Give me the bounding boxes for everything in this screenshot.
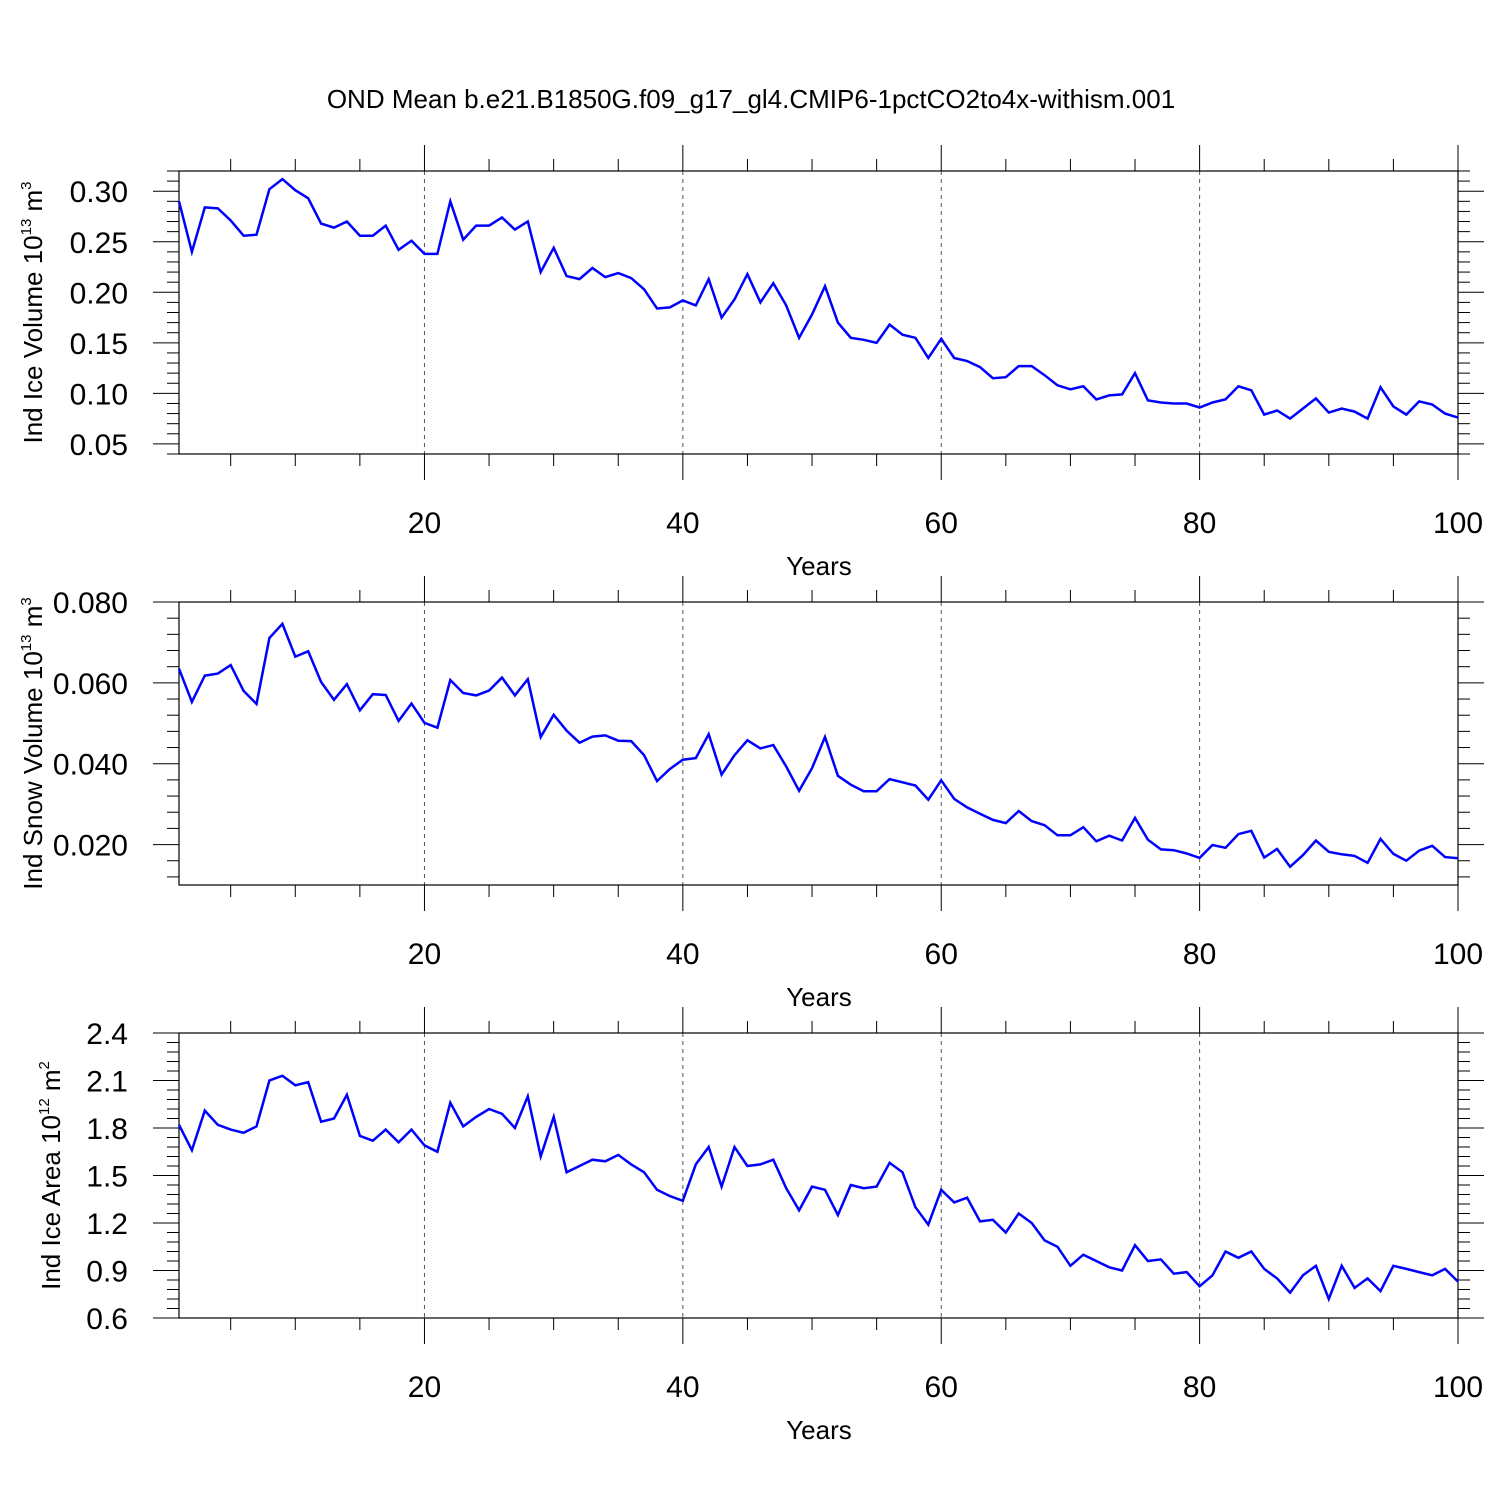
x-tick-label: 60: [925, 1371, 958, 1404]
plot-frame: [178, 170, 1459, 455]
y-axis-title-unit: m: [18, 190, 48, 219]
x-axis-title: Years: [786, 551, 852, 581]
ice-volume-panel: 20 40 60 80 100 0.05 0.10 0.15 0.20 0.25 0.30 Years…: [18, 145, 1484, 581]
y-tick-label: 0.15: [70, 328, 128, 361]
y-axis-title-exponent: 12: [36, 1098, 53, 1115]
x-tick-label: 100: [1433, 507, 1483, 540]
x-tick-label: 60: [925, 507, 958, 540]
y-tick-label: 1.8: [86, 1113, 128, 1146]
y-tick-label: 0.30: [70, 176, 128, 209]
x-tick-label: 100: [1433, 1371, 1483, 1404]
y-axis-title-text: Ind Ice Volume 10: [18, 235, 48, 443]
y-axis-title: Ind Ice Area 1012 m2: [36, 1061, 66, 1290]
y-axis-title-unit: m: [18, 606, 48, 635]
y-tick-label: 1.5: [86, 1161, 128, 1194]
y-tick-label: 0.10: [70, 378, 128, 411]
y-tick-label: 0.25: [70, 227, 128, 260]
ice-area-series-line: [177, 1074, 1459, 1303]
x-tick-label: 80: [1183, 1371, 1216, 1404]
x-tick-label: 40: [666, 938, 699, 971]
y-axis-title-unit: m: [36, 1069, 66, 1098]
x-axis-title: Years: [786, 982, 852, 1012]
x-tick-label: 40: [666, 507, 699, 540]
y-axis-title-text: Ind Snow Volume 10: [18, 651, 48, 890]
y-tick-label: 0.9: [86, 1256, 128, 1289]
x-tick-label: 80: [1183, 507, 1216, 540]
y-axis-title-exponent: 13: [18, 219, 35, 236]
y-tick-label: 0.6: [86, 1303, 128, 1336]
y-tick-label: 0.080: [53, 587, 128, 620]
y-tick-label: 0.20: [70, 277, 128, 310]
y-tick-label: 1.2: [86, 1208, 128, 1241]
x-tick-label: 40: [666, 1371, 699, 1404]
y-axis-title-exponent: 13: [18, 635, 35, 652]
x-tick-label: 20: [408, 1371, 441, 1404]
y-tick-label: 2.1: [86, 1066, 128, 1099]
figure-title: OND Mean b.e21.B1850G.f09_g17_gl4.CMIP6-…: [327, 84, 1175, 114]
plot-frame: [178, 601, 1459, 886]
x-tick-label: 60: [925, 938, 958, 971]
y-axis-title: Ind Snow Volume 1013 m3: [18, 597, 48, 889]
y-axis-title: Ind Ice Volume 1013 m3: [18, 181, 48, 443]
y-axis-title-unit-exponent: 2: [36, 1061, 53, 1069]
y-tick-label: 2.4: [86, 1018, 128, 1051]
y-axis-title-unit-exponent: 3: [18, 597, 35, 605]
plot-frame: [178, 1032, 1459, 1319]
x-tick-label: 20: [408, 938, 441, 971]
ice-volume-series-line: [177, 177, 1459, 421]
y-axis-title-text: Ind Ice Area 10: [36, 1115, 66, 1290]
x-tick-label: 20: [408, 507, 441, 540]
y-axis-title-unit-exponent: 3: [18, 181, 35, 189]
y-tick-label: 0.040: [53, 749, 128, 782]
snow-volume-panel: 20 40 60 80 100 0.020 0.040 0.060 0.080 Years Ind …: [18, 576, 1484, 1012]
x-tick-label: 80: [1183, 938, 1216, 971]
y-tick-label: 0.05: [70, 429, 128, 462]
y-tick-label: 0.020: [53, 830, 128, 863]
x-axis-title: Years: [786, 1415, 852, 1445]
snow-volume-series-line: [177, 621, 1459, 869]
x-tick-label: 100: [1433, 938, 1483, 971]
ice-area-panel: 20 40 60 80 100 0.6 0.9 1.2 1.5 1.8 2.1 2.4 Years Ind…: [36, 1007, 1484, 1445]
y-tick-label: 0.060: [53, 668, 128, 701]
